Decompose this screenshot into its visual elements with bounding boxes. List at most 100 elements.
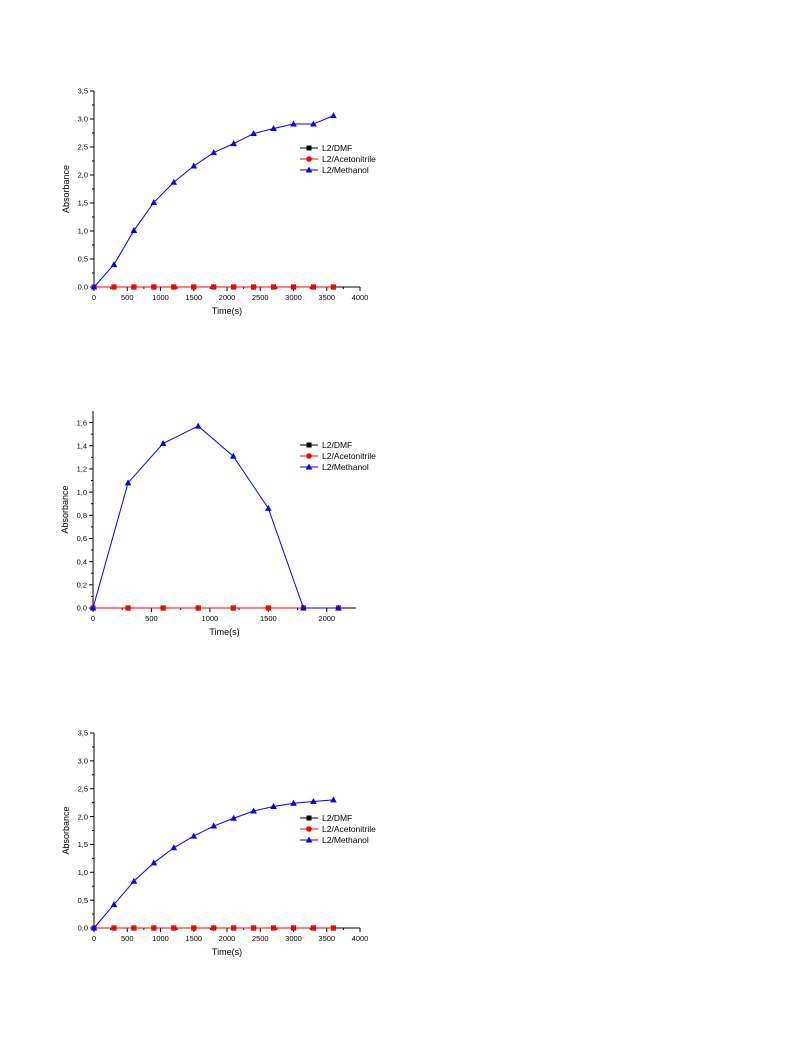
chart-2-data-point <box>89 604 97 611</box>
chart-3-data-point <box>110 901 118 908</box>
chart-3-data-point <box>111 925 117 931</box>
chart-1-svg: 0 500 1000 1500 2000 2500 3000 3500 4000 0,0 0,5 1,… <box>61 87 376 316</box>
chart-3-x-tick-label: 0 <box>92 934 96 943</box>
chart-3-legend-marker <box>305 836 313 843</box>
chart-3-legend-label: L2/Acetonitrile <box>322 824 376 834</box>
chart-1-data-point <box>111 284 117 290</box>
chart-3-series-l2-acetonitrile <box>91 925 337 931</box>
chart-3-y-tick-label: 1,5 <box>78 840 88 849</box>
chart-3-x-tick-label: 1000 <box>152 934 169 943</box>
chart-2-x-tick-label: 1000 <box>202 614 219 623</box>
chart-3-data-point <box>250 925 257 931</box>
chart-3-x-tick-label: 500 <box>121 934 134 943</box>
chart-2-x-tick-label: 2000 <box>318 614 335 623</box>
chart-1-y-tick-label: 0,0 <box>78 283 88 292</box>
absorbance-chart-3: 0 500 1000 1500 2000 2500 3000 3500 4000 0,0 0,5 1,… <box>0 660 793 990</box>
chart-1-legend-label: L2/Methanol <box>322 165 369 175</box>
chart-3-series-line <box>93 799 334 929</box>
chart-1-data-point <box>131 284 137 290</box>
chart-3-data-point <box>330 796 337 803</box>
chart-2-data-point <box>160 605 166 611</box>
chart-1-y-tick-label: 3,5 <box>78 87 88 96</box>
chart-2-legend-label: L2/DMF <box>322 440 352 450</box>
chart-1-x-tick-label: 0 <box>92 293 96 302</box>
chart-1-series-line <box>93 115 334 288</box>
chart-3-data-point <box>90 924 98 931</box>
chart-2-y-tick-label: 0,2 <box>77 581 87 590</box>
chart-1-x-tick-label: 3500 <box>318 293 335 302</box>
chart-1-x-tick-label: 3000 <box>285 293 302 302</box>
chart-1-x-tick-label: 2000 <box>219 293 236 302</box>
chart-3-data-point <box>250 807 257 814</box>
chart-2-x-tick-label: 500 <box>145 614 158 623</box>
chart-1-data-point <box>290 284 297 290</box>
chart-3-series-l2-methanol <box>90 796 337 931</box>
chart-3-y-tick-label: 2,5 <box>78 784 88 793</box>
chart-3-y-tick-label: 3,5 <box>78 729 88 738</box>
chart-2-legend-label: L2/Methanol <box>322 462 369 472</box>
chart-1-data-point <box>190 162 198 169</box>
chart-2-y-tick-label: 1,4 <box>77 441 87 450</box>
chart-3-data-point <box>230 925 237 931</box>
chart-1-y-tick-label: 0,5 <box>78 255 88 264</box>
chart-3-legend-marker <box>306 815 312 821</box>
chart-2-legend-marker <box>306 453 312 459</box>
chart-1-x-tick-label: 1000 <box>152 293 169 302</box>
chart-1-series-l2-acetonitrile <box>91 284 337 290</box>
chart-1-data-point <box>270 284 277 290</box>
chart-2-data-point <box>125 605 131 611</box>
chart-1-series-l2-methanol <box>90 112 337 290</box>
chart-3-y-axis-label: Absorbance <box>61 806 71 854</box>
chart-1-data-point <box>171 284 177 290</box>
chart-2-y-tick-label: 0,8 <box>77 511 87 520</box>
chart-2-legend-marker <box>305 463 313 470</box>
chart-1-x-tick-label: 2500 <box>252 293 269 302</box>
chart-2-y-tick-label: 0,4 <box>77 557 87 566</box>
chart-3-x-tick-label: 3000 <box>285 934 302 943</box>
chart-1-legend-marker <box>306 156 312 162</box>
chart-3-data-point <box>151 925 157 931</box>
chart-2-data-point <box>159 439 167 446</box>
chart-3-data-point <box>131 925 137 931</box>
chart-2-x-axis-label: Time(s) <box>209 627 239 637</box>
chart-1-data-point <box>310 284 317 290</box>
chart-3-x-tick-label: 2500 <box>252 934 269 943</box>
chart-3-data-point <box>290 925 297 931</box>
chart-1-y-tick-label: 1,5 <box>78 199 88 208</box>
chart-2-data-point <box>265 605 272 611</box>
chart-2-data-point <box>124 479 132 486</box>
chart-3-data-point <box>270 803 277 810</box>
chart-3-data-point <box>171 925 177 931</box>
chart-3-y-tick-label: 2,0 <box>78 812 88 821</box>
chart-3-data-point <box>270 925 277 931</box>
chart-3-data-point <box>210 925 217 931</box>
chart-1-data-point <box>290 120 297 127</box>
chart-1-data-point <box>250 130 257 137</box>
chart-1-legend-label: L2/Acetonitrile <box>322 154 376 164</box>
chart-1-data-point <box>230 140 237 147</box>
chart-1-y-axis-label: Absorbance <box>61 165 71 213</box>
chart-1-data-point <box>130 226 138 233</box>
chart-1-x-tick-label: 4000 <box>352 293 369 302</box>
chart-2-series-line <box>92 425 339 609</box>
chart-1-data-point <box>210 149 217 156</box>
chart-1-y-tick-label: 1,0 <box>78 227 88 236</box>
chart-3-y-tick-label: 3,0 <box>78 757 88 766</box>
chart-1-data-point <box>151 284 157 290</box>
chart-3-x-axis-label: Time(s) <box>212 947 242 957</box>
chart-2-data-point <box>229 452 237 459</box>
chart-2-y-tick-label: 1,2 <box>77 465 87 474</box>
chart-1-data-point <box>190 284 197 290</box>
chart-3-data-point <box>310 798 317 805</box>
chart-3-data-point <box>330 925 337 931</box>
chart-2-legend-label: L2/Acetonitrile <box>322 451 376 461</box>
chart-3-svg: 0 500 1000 1500 2000 2500 3000 3500 4000 0,0 0,5 1,… <box>61 729 376 957</box>
chart-3-legend-label: L2/Methanol <box>322 835 369 845</box>
chart-2-data-point <box>195 605 201 611</box>
chart-3-data-point <box>170 844 178 851</box>
chart-2-y-tick-label: 1,6 <box>77 418 87 427</box>
chart-1-x-axis-label: Time(s) <box>212 306 242 316</box>
chart-2-data-point <box>335 604 342 611</box>
